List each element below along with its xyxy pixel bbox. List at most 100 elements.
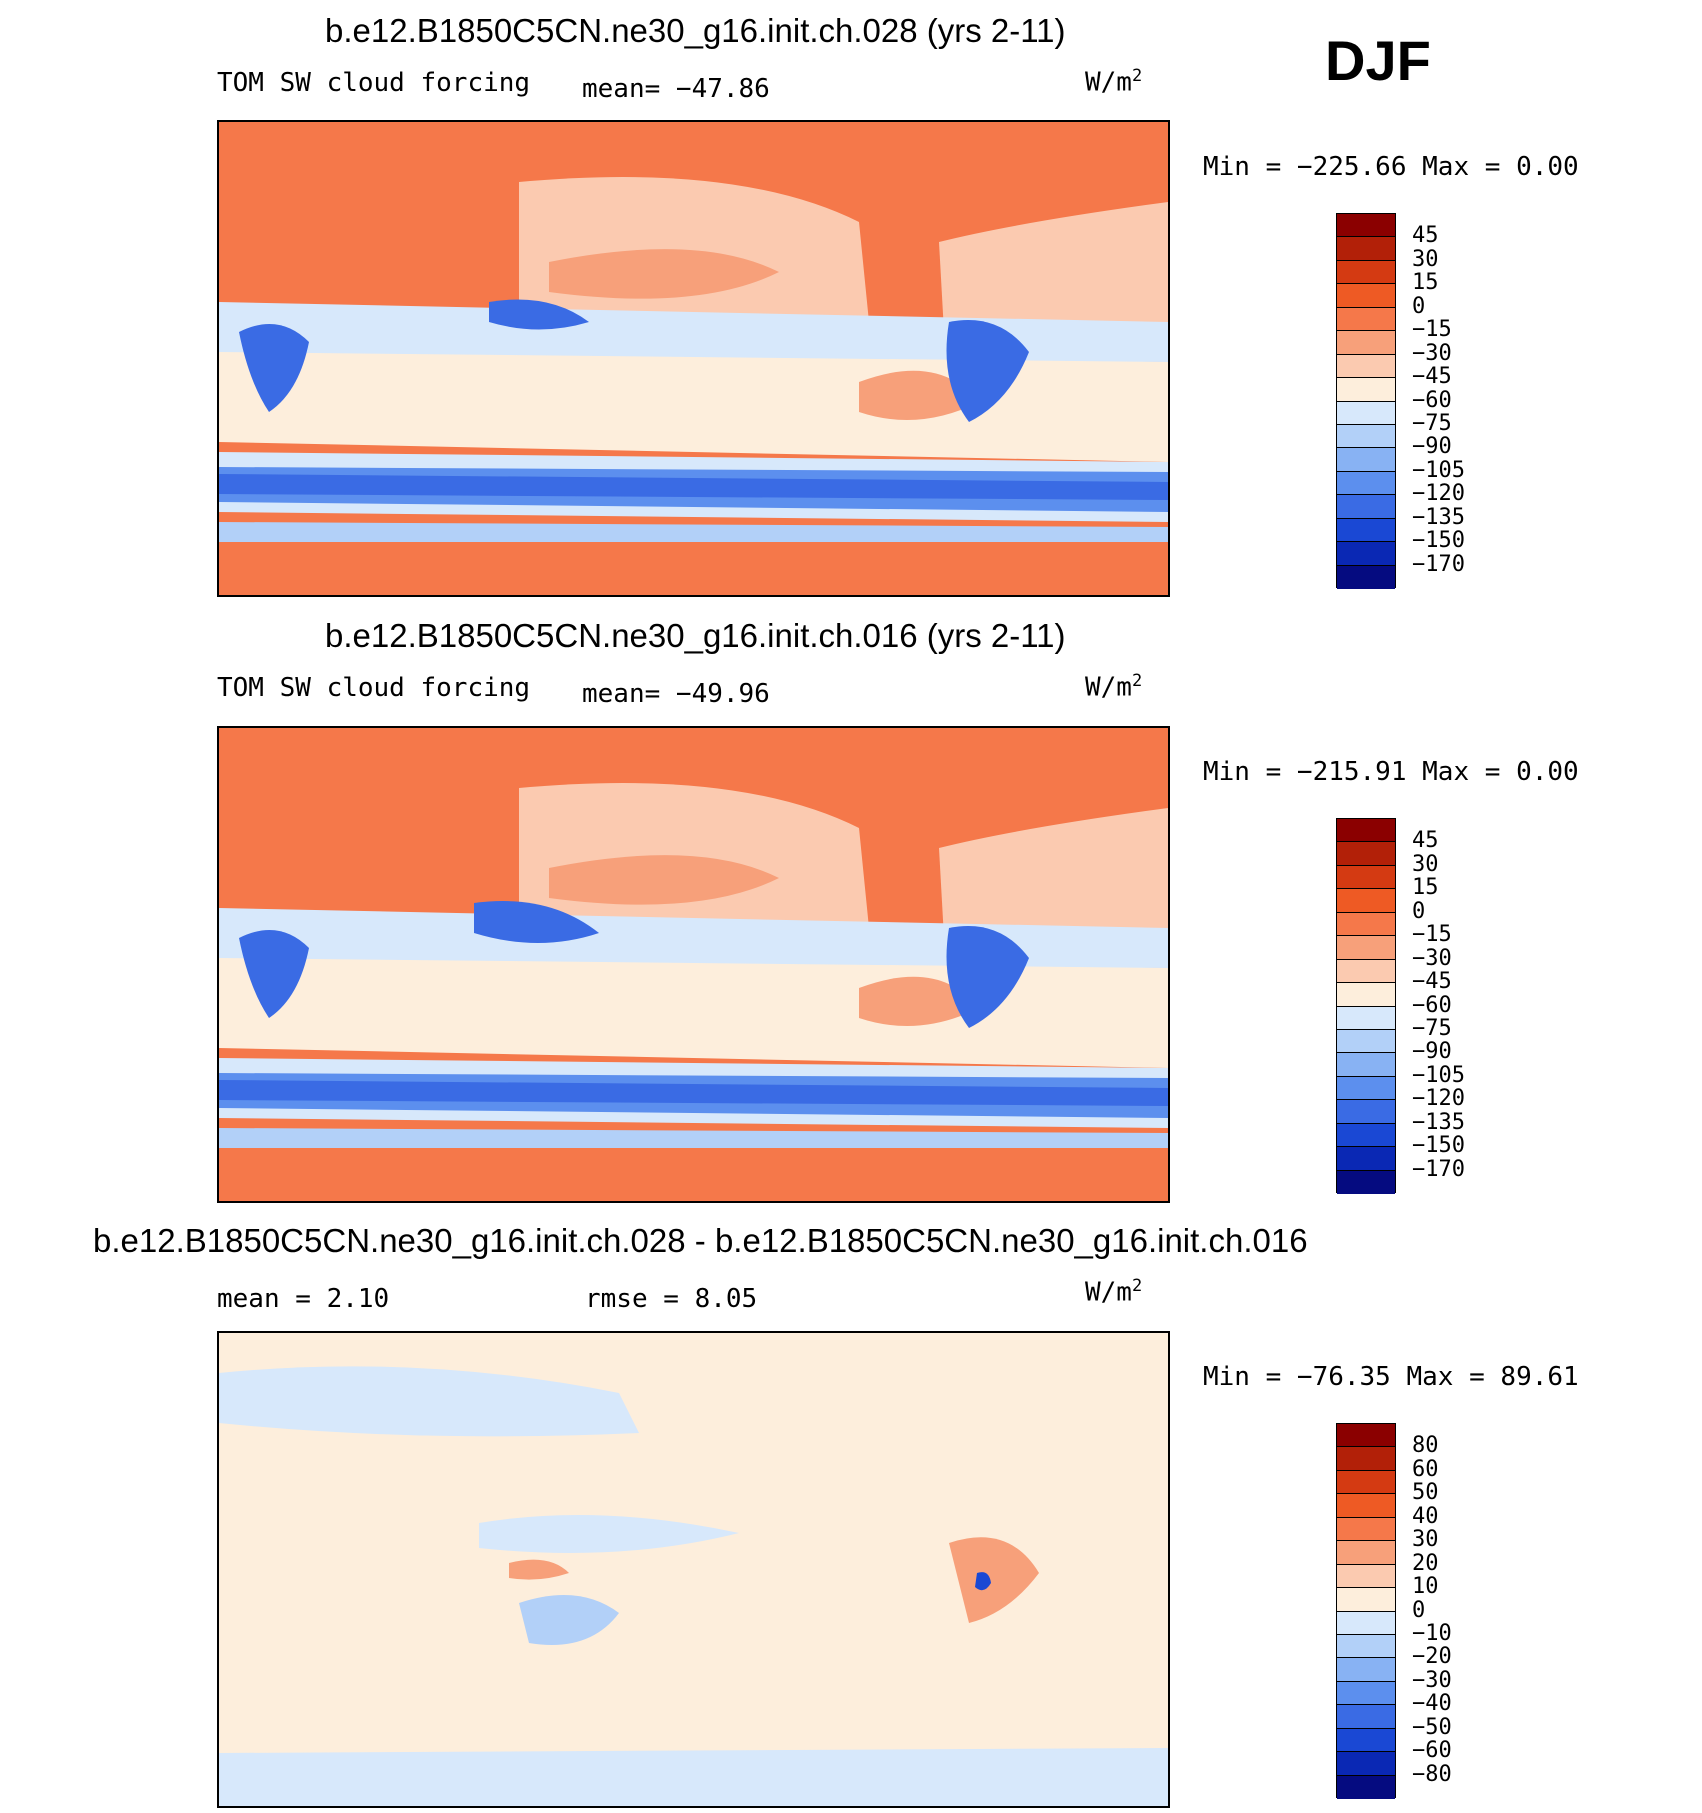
panel1-map-canvas: [219, 122, 1168, 595]
colorbar-tick-label: 50: [1412, 1480, 1439, 1506]
colorbar-tick-label: −60: [1412, 992, 1452, 1018]
panel1-map: [217, 120, 1170, 597]
colorbar-swatch: [1337, 819, 1395, 843]
colorbar-swatch: [1337, 1053, 1395, 1077]
colorbar-tick-label: −40: [1412, 1691, 1452, 1717]
colorbar-swatch: [1337, 1123, 1395, 1148]
ocean-field-stratocumulus-2: [859, 370, 979, 420]
panel3-mean: mean = 2.10: [217, 1284, 390, 1314]
colorbar-swatch: [1337, 378, 1395, 402]
colorbar-tick-label: 0: [1412, 898, 1426, 924]
colorbar-tick-label: 45: [1412, 223, 1439, 249]
panel3-title: b.e12.B1850C5CN.ne30_g16.init.ch.028 - b…: [93, 1222, 1308, 1259]
colorbar-tick-label: −15: [1412, 922, 1452, 948]
colorbar-tick-label: 10: [1412, 1574, 1439, 1600]
ocean-field-tropics: [219, 948, 1168, 1068]
panel3-units: W/m2: [1085, 1276, 1143, 1308]
colorbar-tick-label: −170: [1412, 551, 1465, 577]
maritime-continent-convection: [489, 299, 589, 330]
panel3-minmax: Min = −76.35 Max = 89.61: [1203, 1362, 1579, 1392]
difference-positive-south-america: [949, 1537, 1039, 1623]
panel2-map-canvas: [219, 728, 1168, 1201]
difference-negative-1: [219, 1366, 639, 1437]
colorbar-swatch: [1337, 1728, 1395, 1753]
colorbar-swatch: [1337, 1029, 1395, 1054]
panel2-mean: mean= −49.96: [582, 679, 770, 709]
colorbar-tick-label: 0: [1412, 293, 1426, 319]
panel2-minmax: Min = −215.91 Max = 0.00: [1203, 757, 1579, 787]
colorbar-tick-label: 45: [1412, 828, 1439, 854]
panel1-minmax: Min = −225.66 Max = 0.00: [1203, 152, 1579, 182]
ocean-field-stratocumulus-2: [859, 976, 979, 1026]
colorbar-tick-label: −105: [1412, 1062, 1465, 1088]
colorbar-tick-label: 30: [1412, 851, 1439, 877]
colorbar-swatch: [1337, 471, 1395, 496]
colorbar-swatch: [1337, 331, 1395, 355]
season-label: DJF: [1325, 29, 1431, 92]
colorbar-swatch: [1337, 260, 1395, 285]
panel2-colorbar: [1336, 818, 1396, 1194]
difference-negative-south: [219, 1748, 1168, 1806]
ocean-field-south-2: [219, 522, 1168, 542]
colorbar-tick-label: −150: [1412, 1133, 1465, 1159]
south-america-convection: [946, 320, 1029, 422]
colorbar-swatch: [1337, 889, 1395, 913]
colorbar-swatch: [1337, 1076, 1395, 1101]
colorbar-swatch: [1337, 401, 1395, 425]
colorbar-tick-label: −60: [1412, 387, 1452, 413]
panel1-title: b.e12.B1850C5CN.ne30_g16.init.ch.028 (yr…: [325, 12, 1066, 49]
colorbar-tick-label: 80: [1412, 1433, 1439, 1459]
colorbar-swatch: [1337, 1658, 1395, 1682]
panel2-map: [217, 726, 1170, 1203]
colorbar-swatch: [1337, 842, 1395, 866]
maritime-continent-convection: [474, 901, 599, 943]
colorbar-swatch: [1337, 237, 1395, 261]
colorbar-swatch: [1337, 1170, 1395, 1194]
colorbar-swatch: [1337, 865, 1395, 890]
colorbar-swatch: [1337, 424, 1395, 449]
colorbar-tick-label: 40: [1412, 1503, 1439, 1529]
colorbar-swatch: [1337, 1147, 1395, 1171]
panel2-variable: TOM SW cloud forcing: [217, 673, 531, 703]
colorbar-swatch: [1337, 936, 1395, 960]
colorbar-tick-label: −120: [1412, 481, 1465, 507]
colorbar-tick-label: −135: [1412, 504, 1465, 530]
difference-negative-2: [479, 1515, 739, 1553]
colorbar-tick-label: −45: [1412, 969, 1452, 995]
colorbar-tick-label: −75: [1412, 1015, 1452, 1041]
colorbar-swatch: [1337, 518, 1395, 543]
antarctica-field: [219, 1148, 1168, 1201]
colorbar-swatch: [1337, 542, 1395, 566]
colorbar-swatch: [1337, 354, 1395, 379]
panel3-map: [217, 1331, 1170, 1808]
colorbar-swatch: [1337, 1447, 1395, 1471]
colorbar-swatch: [1337, 214, 1395, 238]
antarctica-field: [219, 542, 1168, 595]
colorbar-tick-label: −50: [1412, 1714, 1452, 1740]
ocean-field-stratocumulus-1: [549, 249, 779, 299]
colorbar-swatch: [1337, 1634, 1395, 1659]
colorbar-swatch: [1337, 912, 1395, 937]
colorbar-swatch: [1337, 1517, 1395, 1542]
colorbar-swatch: [1337, 307, 1395, 332]
colorbar-swatch: [1337, 1611, 1395, 1635]
colorbar-swatch: [1337, 959, 1395, 984]
colorbar-tick-label: 15: [1412, 270, 1439, 296]
colorbar-tick-label: −30: [1412, 340, 1452, 366]
colorbar-swatch: [1337, 1424, 1395, 1448]
difference-negative-andes: [975, 1572, 991, 1591]
colorbar-tick-label: −135: [1412, 1109, 1465, 1135]
ocean-field-itcz: [219, 908, 1168, 968]
colorbar-swatch: [1337, 1681, 1395, 1706]
ocean-field-storm-track-core: [219, 474, 1168, 500]
colorbar-tick-label: −60: [1412, 1738, 1452, 1764]
colorbar-swatch: [1337, 1470, 1395, 1495]
colorbar-tick-label: −20: [1412, 1644, 1452, 1670]
colorbar-swatch: [1337, 1564, 1395, 1589]
colorbar-tick-label: 30: [1412, 246, 1439, 272]
panel1-colorbar: [1336, 213, 1396, 589]
colorbar-tick-label: −80: [1412, 1761, 1452, 1787]
colorbar-swatch: [1337, 1541, 1395, 1565]
ocean-field-stratocumulus-1: [549, 855, 779, 905]
colorbar-tick-label: 20: [1412, 1550, 1439, 1576]
